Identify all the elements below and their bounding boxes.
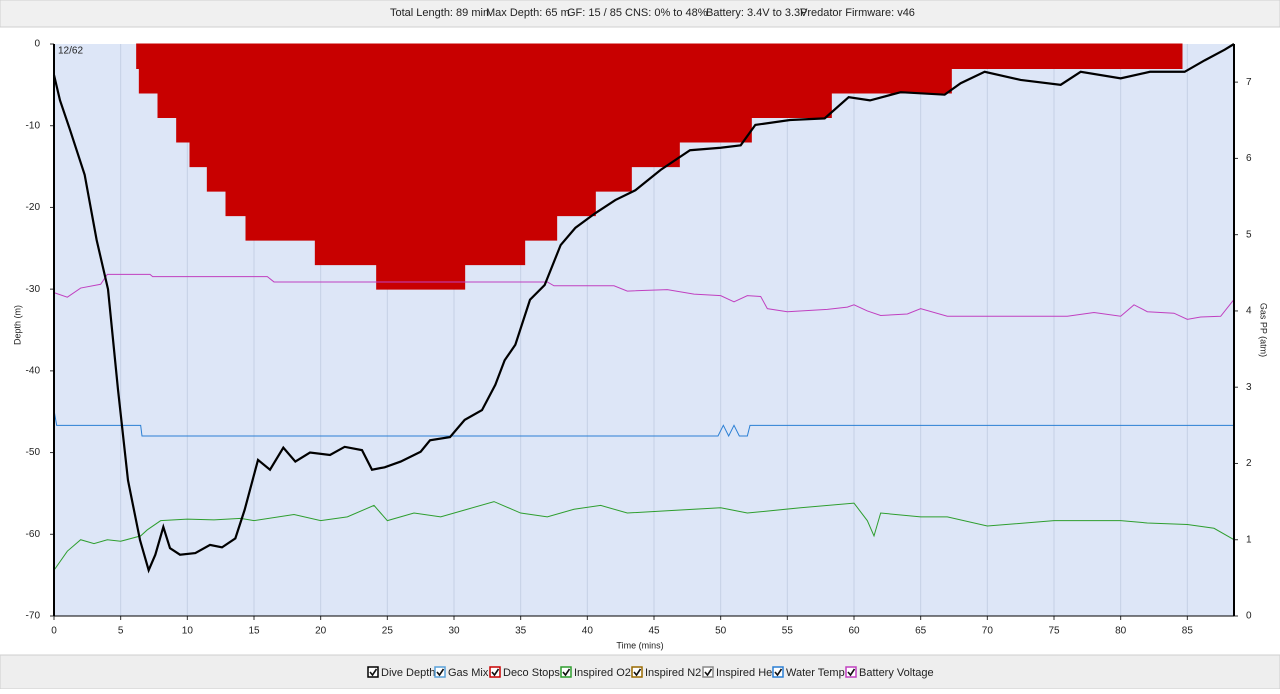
legend-check [633, 668, 642, 677]
x-tick-label: 10 [182, 626, 194, 637]
header-item: GF: 15 / 85 [567, 7, 622, 19]
y2-tick-label: 1 [1246, 534, 1252, 545]
y-tick-label: 0 [34, 39, 40, 50]
x-tick-label: 20 [315, 626, 327, 637]
legend-checkbox[interactable] [702, 666, 714, 678]
legend-check [774, 668, 783, 677]
series-line [53, 501, 1235, 571]
y-axis-label: Depth (m) [12, 305, 22, 345]
y2-tick-label: 2 [1246, 458, 1252, 469]
x-tick-label: 15 [248, 626, 260, 637]
y2-tick-label: 4 [1246, 306, 1252, 317]
y-tick-label: -50 [26, 447, 41, 458]
legend-checkbox[interactable] [434, 666, 446, 678]
x-tick-label: 55 [782, 626, 794, 637]
legend-check [369, 668, 378, 677]
x-tick-label: 65 [915, 626, 927, 637]
legend-label[interactable]: Inspired He [716, 667, 772, 679]
y-tick-label: -10 [26, 120, 41, 131]
x-tick-label: 35 [515, 626, 527, 637]
x-tick-label: 0 [51, 626, 57, 637]
y2-tick-label: 7 [1246, 77, 1252, 88]
y-tick-label: -70 [26, 611, 41, 622]
legend-check [847, 668, 856, 677]
legend-label[interactable]: Gas Mix [448, 667, 489, 679]
header-bar [0, 0, 1280, 28]
legend-label[interactable]: Inspired O2 [574, 667, 631, 679]
series-line [53, 273, 1235, 320]
deco-area [136, 43, 1183, 290]
x-tick-label: 60 [848, 626, 860, 637]
legend-checkbox[interactable] [560, 666, 572, 678]
x-tick-label: 5 [118, 626, 124, 637]
legend-check [562, 668, 571, 677]
x-tick-label: 40 [582, 626, 594, 637]
legend-check [436, 668, 445, 677]
series-line [53, 409, 1234, 438]
y2-axis-label: Gas PP (atm) [1259, 303, 1269, 357]
x-tick-label: 80 [1115, 626, 1127, 637]
legend-check [704, 668, 713, 677]
header-item: Battery: 3.4V to 3.3V [706, 7, 808, 19]
header-item: Predator Firmware: v46 [800, 7, 915, 19]
x-tick-label: 25 [382, 626, 394, 637]
y2-tick-label: 5 [1246, 229, 1252, 240]
legend-checkbox[interactable] [367, 666, 379, 678]
legend-label[interactable]: Inspired N2 [645, 667, 701, 679]
x-tick-label: 50 [715, 626, 727, 637]
legend-label[interactable]: Deco Stops [503, 667, 560, 679]
x-tick-label: 75 [1048, 626, 1060, 637]
legend-check [491, 668, 500, 677]
header-item: CNS: 0% to 48% [625, 7, 708, 19]
x-tick-label: 85 [1182, 626, 1194, 637]
legend-label[interactable]: Water Temp [786, 667, 845, 679]
header-item: Total Length: 89 min [390, 7, 489, 19]
legend-label[interactable]: Battery Voltage [859, 667, 934, 679]
corner-label: 12/62 [58, 46, 83, 57]
legend-checkbox[interactable] [489, 666, 501, 678]
legend-label[interactable]: Dive Depth [381, 667, 435, 679]
series-line [52, 43, 1235, 574]
x-tick-label: 45 [648, 626, 660, 637]
y-tick-label: -30 [26, 284, 41, 295]
y2-tick-label: 6 [1246, 153, 1252, 164]
legend-checkbox[interactable] [845, 666, 857, 678]
y-tick-label: -20 [26, 202, 41, 213]
y-tick-label: -40 [26, 365, 41, 376]
header-item: Max Depth: 65 m [486, 7, 570, 19]
legend-checkbox[interactable] [772, 666, 784, 678]
y2-tick-label: 3 [1246, 382, 1252, 393]
y2-tick-label: 0 [1246, 611, 1252, 622]
y-tick-label: -60 [26, 529, 41, 540]
x-tick-label: 30 [448, 626, 460, 637]
legend-checkbox[interactable] [631, 666, 643, 678]
x-tick-label: 70 [982, 626, 994, 637]
x-axis-label: Time (mins) [616, 640, 663, 650]
